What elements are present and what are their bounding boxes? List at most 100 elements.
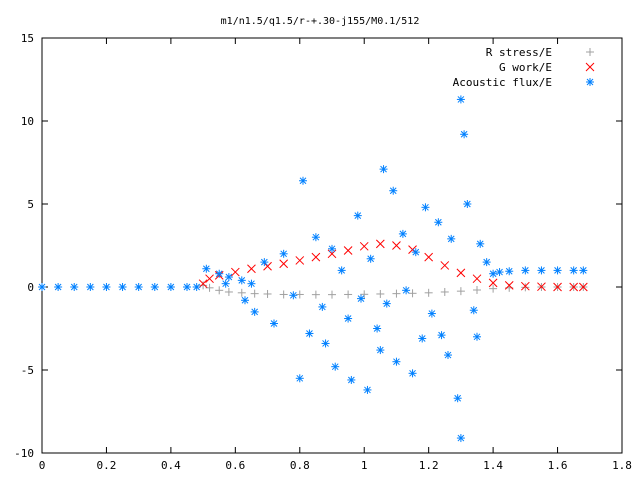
data-point xyxy=(183,283,191,291)
data-point xyxy=(521,266,530,275)
data-point xyxy=(224,287,233,296)
data-point xyxy=(270,319,278,328)
data-point xyxy=(456,268,466,278)
series-2 xyxy=(198,239,588,292)
data-point xyxy=(86,283,95,291)
x-axis: 0 0.2 0.4 0.6 0.8 1 1.2 1.4 1.6 1.8 xyxy=(39,38,632,472)
data-point xyxy=(569,282,579,292)
data-point xyxy=(357,294,365,303)
data-point xyxy=(363,385,372,394)
x-tick-label: 0.6 xyxy=(225,459,245,472)
data-point xyxy=(134,283,143,291)
data-point xyxy=(398,229,407,238)
legend: R stress/E G work/E Acoustic flux/E xyxy=(453,46,595,89)
legend-label: R stress/E xyxy=(486,46,552,59)
data-point xyxy=(495,268,504,277)
data-point xyxy=(279,249,288,258)
data-point xyxy=(353,211,362,220)
data-point xyxy=(392,289,401,298)
y-tick-label: -10 xyxy=(14,447,34,460)
data-point xyxy=(247,279,256,288)
y-axis: -10 -5 0 5 10 15 xyxy=(14,32,622,460)
data-point xyxy=(359,241,369,251)
plot-area: 0 0.2 0.4 0.6 0.8 1 1.2 1.4 1.6 1.8 -10 -5 0 5 10 15 xyxy=(14,32,632,472)
data-point xyxy=(440,261,450,270)
data-point xyxy=(337,266,346,275)
data-point xyxy=(318,302,327,311)
data-point xyxy=(434,218,443,227)
data-point xyxy=(456,287,465,296)
data-point xyxy=(520,281,530,291)
data-point xyxy=(150,283,159,291)
data-point xyxy=(328,290,336,299)
data-point xyxy=(311,252,321,262)
series-3 xyxy=(38,95,588,443)
data-point xyxy=(54,283,63,291)
series-1 xyxy=(199,281,588,299)
data-point xyxy=(437,331,446,340)
data-point xyxy=(408,289,417,298)
data-point xyxy=(456,434,465,443)
data-point xyxy=(260,258,269,267)
y-tick-label: 15 xyxy=(21,32,34,45)
data-point xyxy=(279,290,288,299)
data-point xyxy=(440,287,449,296)
data-point xyxy=(237,288,246,297)
data-point xyxy=(411,248,420,257)
data-point xyxy=(237,276,246,285)
data-point xyxy=(456,95,465,104)
legend-label: Acoustic flux/E xyxy=(453,76,552,89)
data-point xyxy=(424,288,433,297)
data-point xyxy=(343,246,353,255)
data-point xyxy=(482,258,491,267)
x-tick-label: 0.4 xyxy=(161,459,181,472)
data-point xyxy=(375,239,385,249)
data-point xyxy=(263,261,272,271)
data-point xyxy=(295,290,304,299)
data-point xyxy=(382,299,391,308)
data-point xyxy=(427,309,436,318)
data-point xyxy=(521,283,530,292)
data-point xyxy=(392,357,401,366)
data-point xyxy=(569,266,578,275)
data-point xyxy=(215,286,224,295)
data-point xyxy=(289,291,298,300)
data-point xyxy=(408,369,417,378)
chart-title: m1/n1.5/q1.5/r-+.30-j155/M0.1/512 xyxy=(221,16,420,27)
data-point xyxy=(198,279,208,289)
data-point xyxy=(70,283,79,291)
data-point xyxy=(344,314,353,323)
data-point xyxy=(453,394,462,403)
data-point xyxy=(463,200,472,208)
data-point xyxy=(328,244,336,253)
data-point xyxy=(392,241,401,250)
x-tick-label: 1.8 xyxy=(612,459,632,472)
data-point xyxy=(472,274,482,284)
data-point xyxy=(447,234,456,243)
series-layer xyxy=(38,95,588,443)
y-tick-label: -5 xyxy=(21,364,34,377)
y-tick-label: 0 xyxy=(27,281,34,294)
data-point xyxy=(366,254,375,263)
data-point xyxy=(230,267,240,277)
data-point xyxy=(553,266,562,275)
data-point xyxy=(421,203,430,212)
data-point xyxy=(489,269,498,278)
data-point xyxy=(321,339,330,348)
data-point xyxy=(192,283,201,291)
data-point xyxy=(347,375,356,384)
x-tick-label: 1.6 xyxy=(548,459,568,472)
data-point xyxy=(202,264,211,273)
data-point xyxy=(505,267,514,276)
x-tick-label: 1.4 xyxy=(483,459,503,472)
data-point xyxy=(460,130,469,139)
data-point xyxy=(311,290,320,299)
data-point xyxy=(504,280,514,290)
data-point xyxy=(578,282,588,292)
data-point xyxy=(473,285,481,294)
data-point xyxy=(476,239,485,248)
data-point xyxy=(489,284,498,293)
data-point xyxy=(215,269,224,278)
x-tick-label: 0.8 xyxy=(290,459,310,472)
